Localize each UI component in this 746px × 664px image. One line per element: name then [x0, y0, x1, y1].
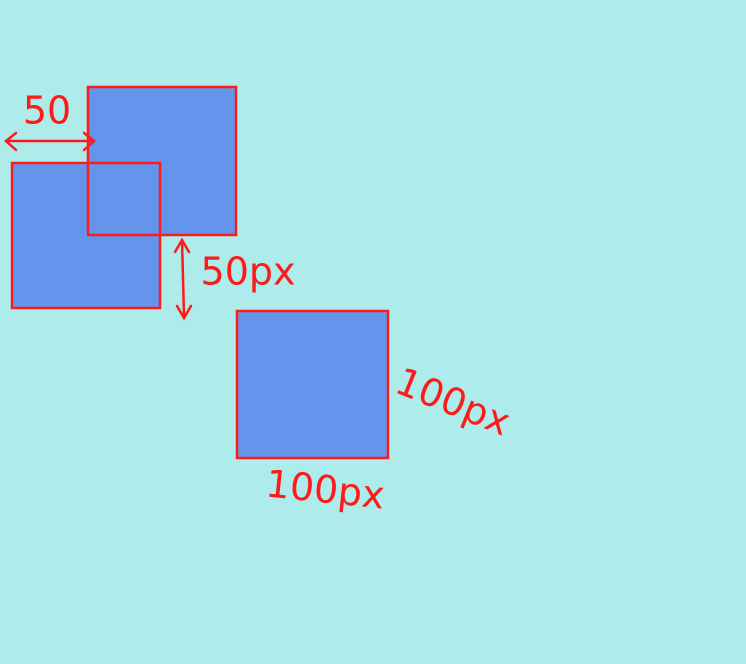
label: 50: [23, 89, 71, 133]
outlines: [10, 85, 390, 460]
square-outline: [235, 309, 390, 460]
horizontal-arrow: [4, 131, 96, 152]
label: 50px: [201, 250, 296, 294]
vertical-arrow: [173, 237, 193, 321]
square-fill: [237, 311, 388, 458]
arrows: [4, 131, 193, 321]
square-outline: [86, 85, 238, 237]
square-outline: [10, 161, 162, 310]
